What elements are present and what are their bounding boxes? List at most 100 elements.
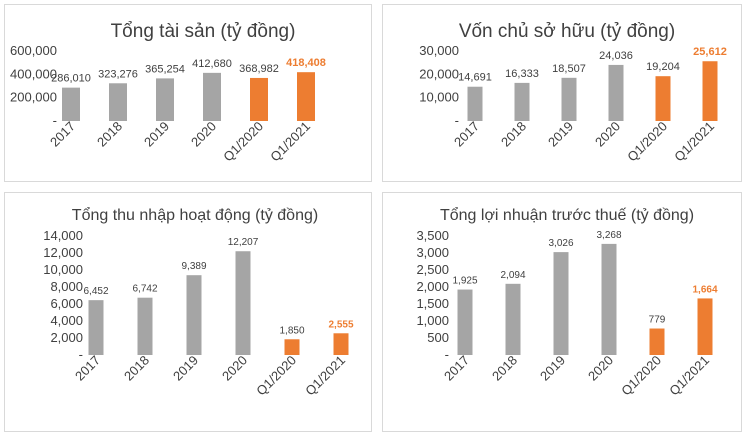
data-label: 2,555 <box>328 319 353 330</box>
bar <box>62 87 80 121</box>
y-tick-label: 20,000 <box>419 66 459 81</box>
bar <box>649 328 665 355</box>
y-tick-label: 30,000 <box>419 43 459 58</box>
data-label: 418,408 <box>286 57 326 69</box>
y-tick-label: - <box>445 347 449 362</box>
y-tick-label: 10,000 <box>43 262 83 277</box>
chart-title: Tổng tài sản (tỷ đồng) <box>110 21 296 42</box>
x-tick-label: Q1/2020 <box>253 353 299 399</box>
data-label: 14,691 <box>458 72 492 84</box>
x-tick-label: Q1/2020 <box>618 353 664 399</box>
data-label: 18,507 <box>552 63 586 75</box>
data-label: 3,268 <box>596 230 621 241</box>
chart-panel-equity: Vốn chủ sở hữu (tỷ đồng) - 10,000 20,000 30… <box>382 4 742 182</box>
y-tick-label: 200,000 <box>10 90 57 105</box>
y-tick-label: 1,000 <box>416 313 449 328</box>
data-label: 6,452 <box>83 286 108 297</box>
x-tick-label: Q1/2021 <box>671 119 717 165</box>
x-tick-label: 2019 <box>537 353 568 384</box>
bar <box>88 300 104 355</box>
bar <box>697 298 713 355</box>
data-label: 412,680 <box>192 58 232 70</box>
chart-panel-total-assets: Tổng tài sản (tỷ đồng) - 200,000 400,000 60… <box>4 4 372 182</box>
chart-svg: - 2,000 4,000 6,000 8,000 10,000 12,000 14,000 6… <box>43 228 354 399</box>
chart-panel-operating-income: Tổng thu nhập hoạt động (tỷ đồng) - 2,000… <box>4 192 372 432</box>
y-tick-label: 500 <box>427 330 449 345</box>
chart-svg: - 500 1,000 1,500 2,000 2,500 3,000 3,500 1,925 2… <box>416 228 717 399</box>
data-label: 25,612 <box>693 46 727 58</box>
y-tick-label: 8,000 <box>50 279 83 294</box>
data-label: 9,389 <box>181 261 206 272</box>
y-tick-label: 12,000 <box>43 245 83 260</box>
data-label: 1,664 <box>692 284 717 295</box>
bar <box>467 86 483 121</box>
x-tick-label: 2020 <box>585 353 616 384</box>
y-tick-label: - <box>53 113 57 128</box>
y-tick-label: 14,000 <box>43 228 83 243</box>
bar <box>250 77 268 121</box>
data-label: 16,333 <box>505 68 539 80</box>
y-tick-label: 1,500 <box>416 296 449 311</box>
x-tick-label: Q1/2021 <box>666 353 712 399</box>
bar <box>702 61 718 121</box>
y-tick-label: 3,000 <box>416 245 449 260</box>
bar <box>561 77 577 121</box>
data-label: 1,925 <box>452 276 477 287</box>
y-tick-label: - <box>455 113 459 128</box>
x-tick-label: Q1/2021 <box>302 353 348 399</box>
bar <box>186 275 202 355</box>
x-tick-label: Q1/2020 <box>624 119 670 165</box>
data-label: 368,982 <box>239 63 279 75</box>
chart-svg: -200,000400,000600,000286,0102017323,276… <box>10 43 326 165</box>
chart-title: Tổng thu nhập hoạt động (tỷ đồng) <box>71 207 319 224</box>
bar <box>514 82 530 121</box>
bar <box>156 78 174 121</box>
x-tick-label: 2019 <box>170 353 201 384</box>
y-tick-label: 10,000 <box>419 90 459 105</box>
data-label: 24,036 <box>599 50 633 62</box>
x-tick-label: 2018 <box>121 353 152 384</box>
y-tick-label: 400,000 <box>10 66 57 81</box>
data-label: 1,850 <box>279 325 304 336</box>
y-tick-label: 2,500 <box>416 262 449 277</box>
chart-panel-profit-before-tax: Tổng lợi nhuận trước thuế (tỷ đồng) - 500… <box>382 192 742 432</box>
bar <box>601 243 617 355</box>
chart-svg: -10,00020,00030,00014,691201716,33320181… <box>419 43 727 165</box>
chart-title: Vốn chủ sở hữu (tỷ đồng) <box>458 21 676 42</box>
y-tick-label: 4,000 <box>50 313 83 328</box>
data-label: 365,254 <box>145 63 185 75</box>
y-tick-label: 2,000 <box>50 330 83 345</box>
bar <box>137 297 153 355</box>
y-tick-label: 6,000 <box>50 296 83 311</box>
y-tick-label: 600,000 <box>10 43 57 58</box>
bar <box>235 251 251 355</box>
bar <box>608 64 624 121</box>
data-label: 779 <box>649 315 666 326</box>
x-tick-label: 2018 <box>489 353 520 384</box>
data-label: 3,026 <box>548 238 573 249</box>
data-label: 6,742 <box>132 284 157 295</box>
x-tick-label: 2018 <box>94 119 125 150</box>
bar <box>109 83 127 121</box>
bar <box>333 333 349 355</box>
y-tick-label: - <box>79 347 83 362</box>
data-label: 12,207 <box>228 237 259 248</box>
data-label: 19,204 <box>646 61 680 73</box>
x-tick-label: 2020 <box>592 119 623 150</box>
bar <box>203 72 221 121</box>
x-tick-label: Q1/2021 <box>267 119 313 165</box>
x-tick-label: Q1/2020 <box>220 119 266 165</box>
bar <box>297 72 315 121</box>
x-tick-label: 2017 <box>72 353 103 384</box>
data-label: 286,010 <box>51 73 91 85</box>
bar <box>284 339 300 355</box>
data-label: 2,094 <box>500 270 525 281</box>
bar <box>655 76 671 121</box>
x-tick-label: 2019 <box>141 119 172 150</box>
bar <box>505 283 521 355</box>
bar <box>457 289 473 355</box>
x-tick-label: 2020 <box>188 119 219 150</box>
bar <box>553 252 569 355</box>
x-tick-label: 2019 <box>545 119 576 150</box>
data-label: 323,276 <box>98 68 138 80</box>
